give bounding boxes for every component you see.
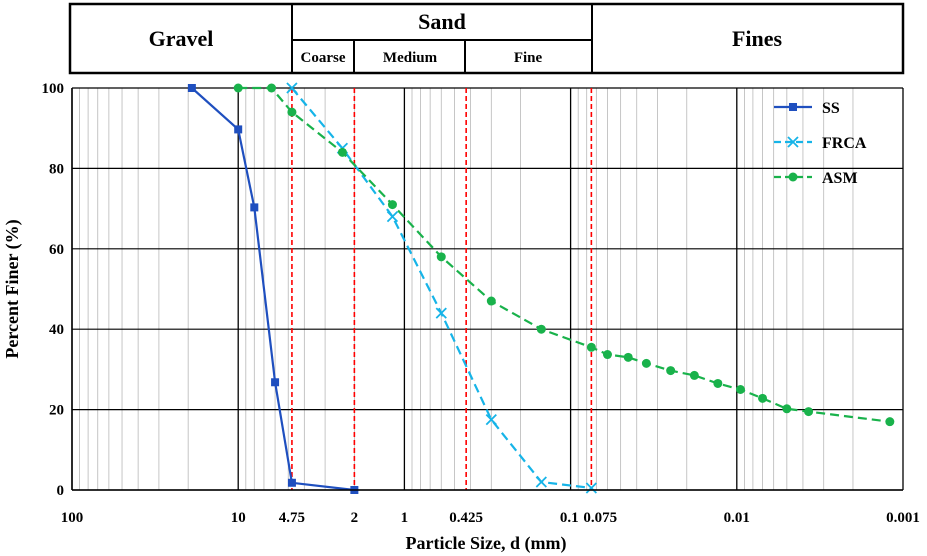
header-fine: Fine [514,50,543,66]
data-point [187,84,196,92]
data-point [782,404,792,414]
y-tick-label: 40 [49,322,64,338]
y-tick-label: 60 [49,242,64,258]
legend-label-frca: FRCA [822,135,867,152]
series-line-asm [238,86,890,423]
data-point [287,478,296,487]
data-point [486,296,496,306]
y-axis-title: Percent Finer (%) [2,219,23,358]
header-medium: Medium [383,50,438,66]
axes: 0 20 40 60 80 100 100 10 4.75 2 1 0.425 0.1 0.075 0.01… [42,81,920,526]
header-coarse: Coarse [301,50,346,66]
data-point [287,107,297,117]
x-tick-label: 0.01 [724,510,750,526]
legend-marker-asm [788,172,798,182]
x-tick-label: 1 [401,510,409,526]
x-tick-label: 100 [61,510,84,526]
data-point [885,417,895,427]
grid [71,87,904,491]
data-point [386,211,399,223]
data-point [436,252,446,262]
y-tick-label: 80 [49,161,64,177]
data-point [804,407,814,417]
data-point [271,378,280,387]
data-point [623,352,633,362]
series-line-ss [191,87,355,492]
legend-label-ss: SS [822,100,840,117]
x-tick-label: 0.075 [583,510,617,526]
data-point [233,83,243,93]
x-tick-label: 2 [351,510,359,526]
data-point [535,476,547,488]
series-asm [233,83,895,427]
soil-classification-header: Gravel Sand Coarse Medium Fine Fines [68,2,905,75]
data-point [586,342,596,352]
data-point [250,203,259,212]
x-axis-title: Particle Size, d (mm) [406,533,567,554]
data-point [666,366,676,376]
header-fines: Fines [732,26,783,51]
header-gravel: Gravel [149,26,214,51]
x-tick-label: 4.75 [279,510,305,526]
series-layer [187,82,895,494]
data-point [641,358,651,368]
data-point [337,147,347,157]
legend-marker-ss [789,103,797,111]
legend-marker-frca [787,136,799,148]
x-tick-label: 0.1 [560,510,579,526]
x-tick-label: 10 [231,510,246,526]
data-point [387,200,397,210]
x-tick-label: 0.425 [449,510,483,526]
data-point [286,82,298,94]
y-tick-label: 0 [57,483,65,499]
data-point [736,385,746,394]
x-tick-label: 0.001 [886,510,920,526]
data-point [267,83,277,93]
legend-label-asm: ASM [822,170,858,187]
data-point [435,307,447,319]
data-point [689,370,699,380]
data-point [602,350,612,360]
data-point [713,378,723,388]
data-point [485,414,497,426]
size-boundaries [291,88,593,490]
y-tick-label: 100 [42,81,65,97]
data-point [585,482,598,494]
header-frame [68,2,905,75]
y-tick-label: 20 [49,403,64,419]
data-point [234,125,243,134]
header-sand: Sand [418,9,466,34]
data-point [536,324,546,334]
data-point [758,393,768,403]
legend: SS FRCA ASM [774,100,867,187]
